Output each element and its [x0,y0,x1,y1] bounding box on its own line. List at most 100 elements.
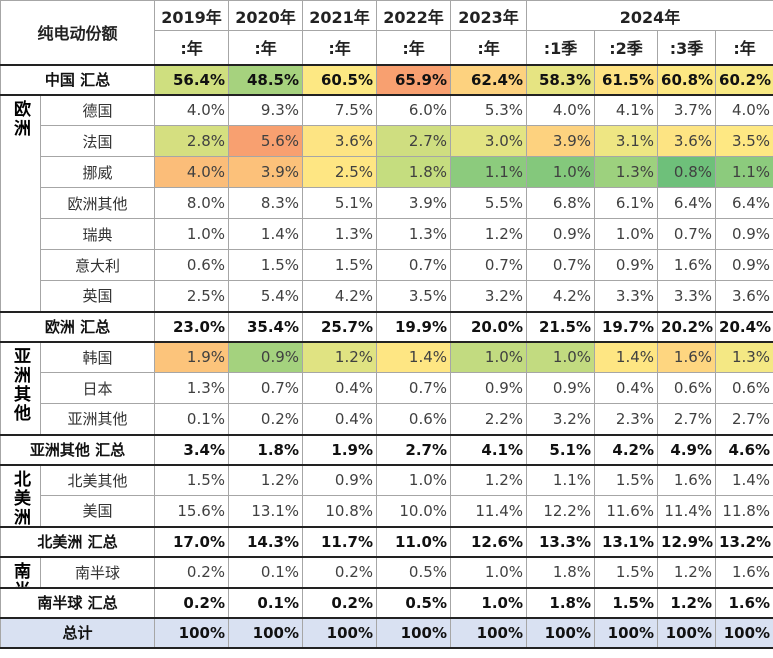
value-cell: 35.4% [228,310,304,343]
value-cell: 1.9% [154,341,230,373]
value-cell: 3.9% [526,125,596,157]
row-label: 英国 [39,280,156,312]
value-cell: 0.2% [302,586,378,619]
value-cell: 5.4% [228,280,304,312]
total-label: 欧洲 汇总 [0,310,156,343]
year-header: 2020年 [228,0,304,31]
value-cell: 1.3% [715,341,773,373]
total-row: 欧洲 汇总 23.0% 35.4% 25.7% 19.9% 20.0% 21.5% 19.7%… [0,310,773,343]
total-row: 亚洲其他 汇总 3.4% 1.8% 1.9% 2.7% 4.1% 5.1% 4.2% 4.9% 4… [0,433,773,466]
value-cell: 6.4% [715,187,773,219]
value-cell: 1.9% [302,433,378,466]
total-label: 总计 [0,616,156,649]
value-cell: 5.6% [228,125,304,157]
value-cell: 13.3% [526,525,596,558]
value-cell: 0.1% [228,586,304,619]
value-cell: 3.2% [526,403,596,435]
value-cell: 0.4% [302,372,378,404]
value-cell: 2.7% [657,403,717,435]
data-row: 日本 1.3% 0.7% 0.4% 0.7% 0.9% 0.9% 0.4% 0.6% 0.6% [1,372,773,404]
value-cell: 1.6% [657,464,717,496]
value-cell: 1.0% [450,556,528,588]
value-cell: 2.7% [715,403,773,435]
value-cell: 0.2% [228,403,304,435]
value-cell: 1.8% [376,156,452,188]
value-cell: 10.0% [376,495,452,527]
value-cell: 100% [657,616,717,649]
value-cell: 0.2% [302,556,378,588]
value-cell: 4.0% [154,94,230,126]
period-header: :年 [302,30,378,65]
value-cell: 62.4% [450,63,528,96]
value-cell: 4.2% [302,280,378,312]
total-label: 中国 汇总 [0,63,156,96]
value-cell: 100% [154,616,230,649]
value-cell: 0.4% [594,372,659,404]
value-cell: 1.8% [228,433,304,466]
row-label: 亚洲其他 [39,403,156,435]
value-cell: 1.3% [594,156,659,188]
value-cell: 1.0% [154,218,230,250]
row-label: 北美其他 [39,464,156,496]
value-cell: 4.6% [715,433,773,466]
value-cell: 15.6% [154,495,230,527]
value-cell: 1.4% [594,341,659,373]
value-cell: 0.9% [715,218,773,250]
value-cell: 19.9% [376,310,452,343]
value-cell: 4.2% [526,280,596,312]
row-label: 南半球 [39,556,156,588]
value-cell: 12.2% [526,495,596,527]
value-cell: 1.2% [228,464,304,496]
value-cell: 60.2% [715,63,773,96]
value-cell: 1.6% [715,586,773,619]
period-header: :2季 [594,30,659,65]
value-cell: 0.2% [154,556,230,588]
value-cell: 0.6% [657,372,717,404]
value-cell: 1.0% [450,341,528,373]
data-row: 挪威 4.0% 3.9% 2.5% 1.8% 1.1% 1.0% 1.3% 0.8% 1.1% [1,156,773,188]
year-header: 2021年 [302,0,378,31]
data-row: 欧洲其他 8.0% 8.3% 5.1% 3.9% 5.5% 6.8% 6.1% 6.4% 6.4% [1,187,773,219]
total-row: 中国 汇总 56.4% 48.5% 60.5% 65.9% 62.4% 58.3% 61.5%… [0,63,773,96]
value-cell: 13.1% [228,495,304,527]
total-label: 亚洲其他 汇总 [0,433,156,466]
value-cell: 0.7% [376,249,452,281]
data-row: 英国 2.5% 5.4% 4.2% 3.5% 3.2% 4.2% 3.3% 3.3% 3.6% [1,280,773,312]
year-header: 2022年 [376,0,452,31]
data-row: 亚洲其他 0.1% 0.2% 0.4% 0.6% 2.2% 3.2% 2.3% 2.7% 2.7% [1,403,773,435]
value-cell: 9.3% [228,94,304,126]
value-cell: 1.2% [450,464,528,496]
value-cell: 60.8% [657,63,717,96]
value-cell: 100% [228,616,304,649]
period-header: :年 [376,30,452,65]
value-cell: 3.9% [376,187,452,219]
value-cell: 1.8% [526,586,596,619]
value-cell: 3.5% [715,125,773,157]
group-label: 南半球 [0,555,41,588]
table-title: 纯电动份额 [0,0,156,65]
value-cell: 4.2% [594,433,659,466]
value-cell: 0.1% [228,556,304,588]
value-cell: 0.9% [228,341,304,373]
value-cell: 3.0% [450,125,528,157]
value-cell: 25.7% [302,310,378,343]
data-row: 南半球南半球0.2%0.1%0.2%0.5%1.0%1.8%1.5%1.2%1.… [0,555,773,588]
value-cell: 13.1% [594,525,659,558]
value-cell: 0.6% [715,372,773,404]
value-cell: 0.7% [526,249,596,281]
value-cell: 6.8% [526,187,596,219]
value-cell: 4.0% [154,156,230,188]
value-cell: 20.0% [450,310,528,343]
value-cell: 3.6% [302,125,378,157]
value-cell: 0.7% [450,249,528,281]
row-label: 日本 [39,372,156,404]
value-cell: 19.7% [594,310,659,343]
value-cell: 100% [450,616,528,649]
value-cell: 0.9% [302,464,378,496]
value-cell: 3.6% [657,125,717,157]
row-label: 美国 [39,495,156,527]
value-cell: 1.4% [715,464,773,496]
row-label: 瑞典 [39,218,156,250]
